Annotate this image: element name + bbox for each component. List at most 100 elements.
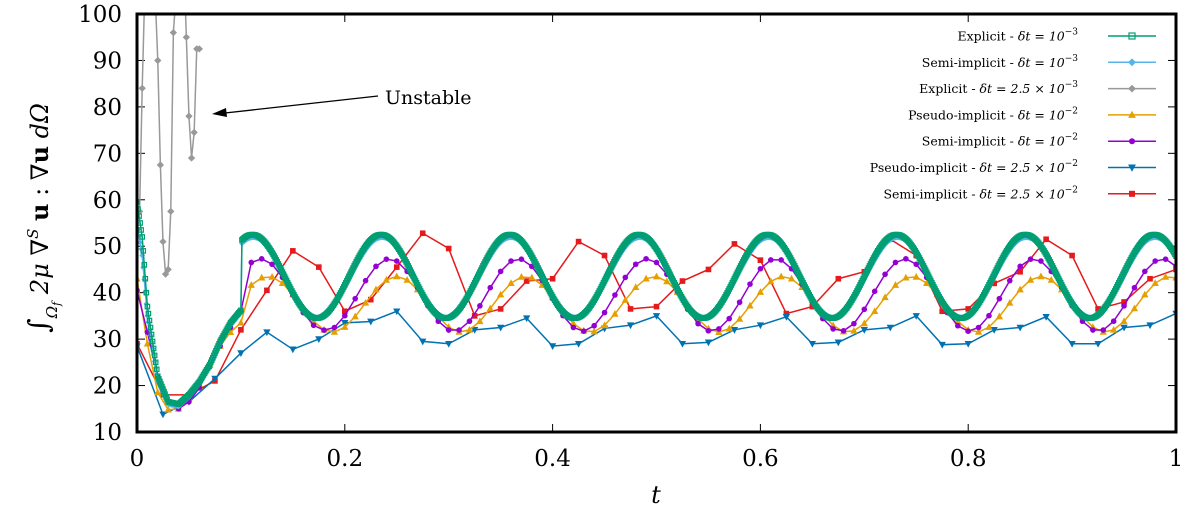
data-point (476, 317, 484, 325)
data-point (152, 359, 159, 366)
y-tick-label: 100 (78, 2, 122, 28)
data-point (342, 312, 348, 319)
data-point (1094, 340, 1102, 348)
data-point (264, 287, 270, 294)
data-point (778, 257, 784, 263)
data-point (487, 284, 494, 291)
data-point (497, 306, 504, 312)
data-point (149, 338, 156, 345)
data-point (705, 266, 712, 273)
data-point (986, 312, 992, 319)
data-point (507, 279, 515, 286)
legend-label: Semi-implicit - δt = 2.5 × 10−2 (883, 185, 1078, 201)
data-point (912, 273, 920, 280)
data-point (1128, 32, 1136, 40)
data-point (393, 308, 401, 316)
annotation-arrow (215, 95, 379, 115)
data-point (373, 263, 379, 270)
data-point (892, 259, 899, 266)
data-point (393, 272, 401, 280)
data-point (632, 283, 640, 291)
series-2 (137, 14, 203, 278)
data-point (1130, 304, 1139, 312)
data-point (663, 277, 671, 285)
data-point (840, 327, 847, 334)
data-point (1037, 272, 1045, 280)
data-point (351, 312, 359, 320)
data-point (1038, 258, 1044, 264)
data-point (486, 304, 494, 312)
data-point (965, 328, 971, 334)
data-point (195, 45, 203, 53)
data-point (445, 245, 452, 252)
data-point (477, 303, 483, 309)
data-point (471, 327, 479, 334)
data-point (782, 314, 791, 321)
data-point (1128, 84, 1136, 93)
data-point (497, 268, 504, 275)
data-point (382, 275, 390, 283)
y-tick-label: 60 (93, 188, 122, 214)
data-point (1142, 268, 1148, 275)
y-tick-label: 10 (93, 420, 122, 446)
data-point (1152, 258, 1159, 264)
data-point (145, 310, 152, 317)
series-6 (137, 230, 1176, 398)
data-point (237, 318, 245, 326)
data-point (164, 265, 172, 274)
legend-entry: Pseudo-implicit - δt = 10−2 (908, 106, 1156, 122)
data-point (523, 278, 530, 284)
data-point (331, 324, 338, 331)
data-point (247, 281, 255, 288)
y-tick-label: 40 (93, 281, 122, 307)
data-point (137, 239, 143, 246)
data-point (1006, 277, 1013, 284)
data-point (144, 303, 151, 310)
data-point (315, 336, 323, 344)
data-point (695, 320, 701, 327)
data-point (704, 339, 713, 347)
data-point (147, 332, 154, 339)
data-point (570, 324, 577, 331)
data-point (851, 320, 857, 327)
y-tick-label: 70 (93, 141, 122, 167)
data-point (591, 322, 597, 329)
data-point (746, 301, 754, 309)
legend-entry: Explicit - δt = 10−3 (957, 28, 1156, 44)
data-point (1017, 263, 1023, 270)
data-point (1173, 253, 1176, 259)
data-point (600, 321, 609, 329)
data-point (143, 339, 152, 347)
data-point (367, 318, 375, 326)
data-point (1016, 324, 1024, 332)
data-point (164, 405, 172, 413)
data-point (143, 289, 150, 296)
data-point (938, 341, 946, 349)
data-point (393, 258, 400, 264)
data-point (167, 207, 175, 216)
data-point (1121, 299, 1127, 305)
data-point (1128, 110, 1136, 118)
data-point (154, 56, 162, 65)
data-point (150, 345, 157, 352)
data-point (1042, 314, 1050, 321)
series-layer (137, 14, 1176, 419)
data-point (190, 128, 198, 137)
x-tick-label: 0 (130, 446, 145, 472)
data-point (141, 262, 148, 268)
data-point (352, 295, 358, 302)
data-point (185, 112, 193, 120)
data-point (367, 296, 374, 303)
data-point (621, 296, 629, 303)
data-point (626, 322, 635, 330)
data-point (622, 274, 629, 281)
data-point (653, 303, 660, 310)
y-axis-label: ∫Ωf 2μ ∇S u : ∇u dΩ (22, 103, 63, 333)
data-point (321, 327, 327, 333)
data-point (518, 256, 525, 262)
data-point (1090, 327, 1096, 333)
data-point (361, 298, 370, 306)
data-point (393, 264, 400, 270)
data-point (787, 274, 796, 282)
